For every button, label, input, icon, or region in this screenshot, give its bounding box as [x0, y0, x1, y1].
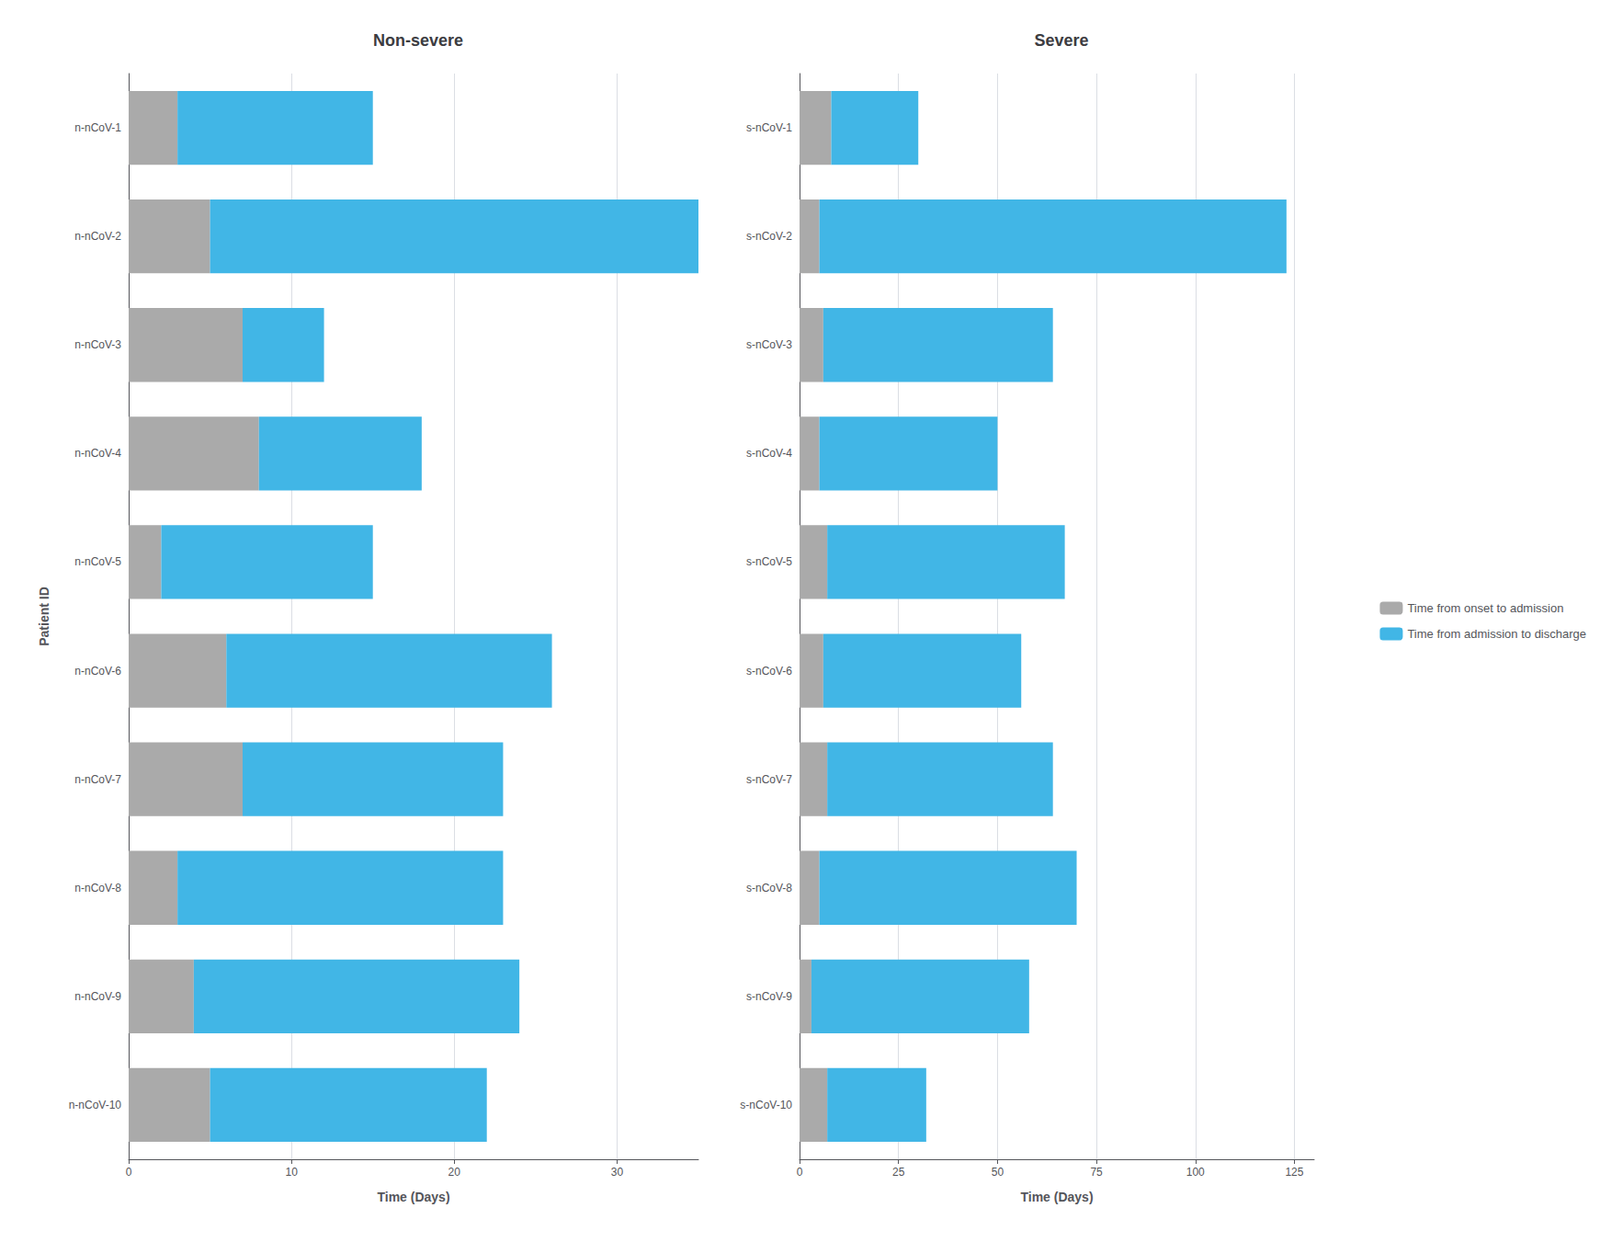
svg-text:0: 0	[125, 1165, 133, 1179]
svg-text:25: 25	[892, 1165, 906, 1179]
svg-text:n-nCoV-2: n-nCoV-2	[74, 229, 122, 243]
svg-text:n-nCoV-1: n-nCoV-1	[74, 121, 122, 135]
svg-text:s-nCoV-5: s-nCoV-5	[746, 555, 793, 568]
svg-text:n-nCoV-9: n-nCoV-9	[74, 989, 122, 1003]
svg-text:s-nCoV-3: s-nCoV-3	[746, 338, 793, 352]
svg-text:n-nCoV-10: n-nCoV-10	[68, 1098, 123, 1112]
svg-text:Time from onset to admission: Time from onset to admission	[1407, 601, 1564, 615]
svg-text:s-nCoV-6: s-nCoV-6	[746, 664, 793, 678]
svg-text:n-nCoV-4: n-nCoV-4	[74, 446, 122, 460]
svg-text:n-nCoV-6: n-nCoV-6	[74, 664, 122, 678]
svg-text:Severe: Severe	[1033, 31, 1089, 50]
svg-text:Time (Days): Time (Days)	[376, 1189, 450, 1204]
svg-text:75: 75	[1089, 1165, 1103, 1179]
svg-text:Time from admission to dischar: Time from admission to discharge	[1407, 626, 1587, 641]
svg-text:s-nCoV-2: s-nCoV-2	[746, 229, 793, 243]
svg-text:s-nCoV-1: s-nCoV-1	[746, 121, 793, 135]
svg-text:n-nCoV-5: n-nCoV-5	[74, 555, 122, 568]
svg-text:50: 50	[991, 1165, 1005, 1179]
svg-text:30: 30	[611, 1165, 625, 1179]
svg-text:n-nCoV-3: n-nCoV-3	[74, 338, 122, 352]
svg-text:125: 125	[1284, 1165, 1304, 1179]
svg-text:Patient ID: Patient ID	[36, 586, 52, 647]
svg-text:n-nCoV-8: n-nCoV-8	[74, 881, 122, 895]
svg-text:10: 10	[284, 1165, 298, 1179]
svg-text:100: 100	[1186, 1165, 1205, 1179]
svg-text:s-nCoV-9: s-nCoV-9	[746, 989, 793, 1003]
svg-text:Time (Days): Time (Days)	[1020, 1189, 1093, 1204]
svg-text:20: 20	[448, 1165, 462, 1179]
svg-text:s-nCoV-10: s-nCoV-10	[739, 1098, 793, 1112]
svg-text:s-nCoV-4: s-nCoV-4	[746, 446, 793, 460]
svg-text:Non-severe: Non-severe	[373, 31, 464, 50]
svg-text:s-nCoV-8: s-nCoV-8	[746, 881, 793, 895]
svg-text:0: 0	[796, 1165, 804, 1179]
svg-text:s-nCoV-7: s-nCoV-7	[746, 772, 793, 786]
svg-text:n-nCoV-7: n-nCoV-7	[74, 772, 122, 786]
